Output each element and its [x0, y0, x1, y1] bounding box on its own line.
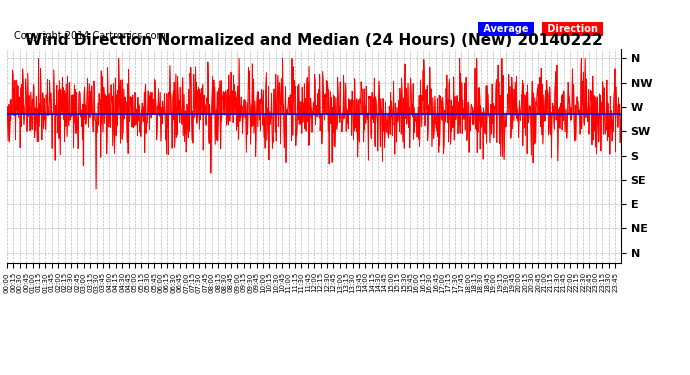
Text: Copyright 2014 Cartronics.com: Copyright 2014 Cartronics.com: [14, 32, 166, 41]
Title: Wind Direction Normalized and Median (24 Hours) (New) 20140222: Wind Direction Normalized and Median (24…: [25, 33, 603, 48]
Text: Average: Average: [480, 24, 531, 34]
Text: Direction: Direction: [544, 24, 602, 34]
